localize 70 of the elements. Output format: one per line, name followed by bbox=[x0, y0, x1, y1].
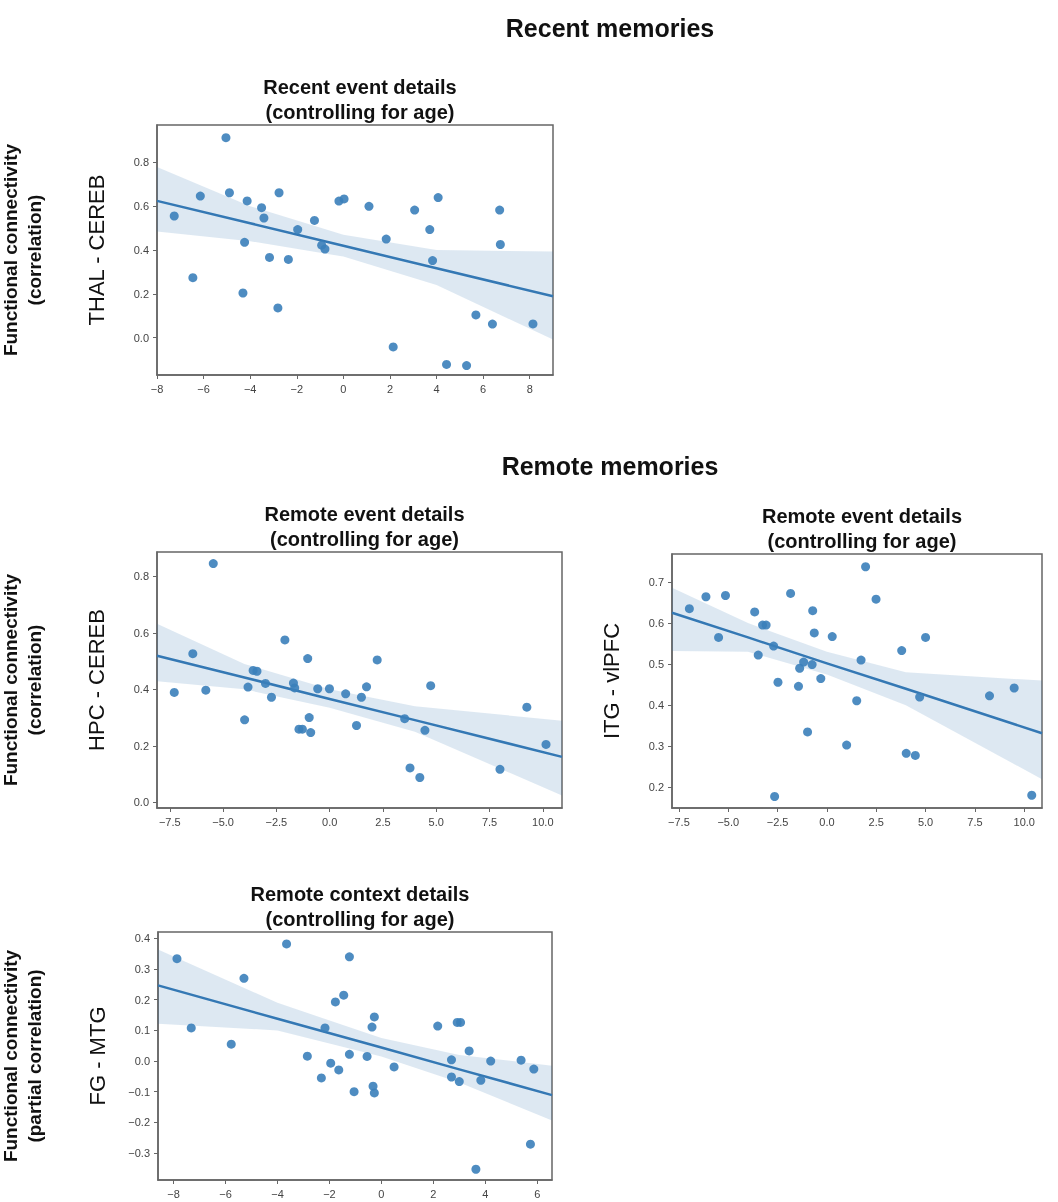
y-tick-label: 0.4 bbox=[133, 683, 149, 696]
y-tick-label: 0.4 bbox=[134, 932, 150, 945]
x-tick-label: 2 bbox=[430, 1187, 437, 1200]
text: Functional connectivity (partial correlation) bbox=[0, 949, 45, 1163]
text: Recent memories bbox=[505, 14, 715, 42]
x-tick-label: 0 bbox=[378, 1187, 385, 1200]
x-tick-label: −2 bbox=[323, 1187, 336, 1200]
x-tick-label: −6 bbox=[197, 382, 210, 395]
x-tick-label: −2.5 bbox=[265, 815, 288, 828]
y-tick-label: 0.6 bbox=[648, 617, 664, 630]
x-tick-label: −2 bbox=[290, 382, 304, 395]
x-tick-label: 0.0 bbox=[322, 815, 338, 828]
y-tick-label: 0.2 bbox=[134, 993, 150, 1006]
y-axis-title: FG - MTG bbox=[84, 1006, 110, 1106]
x-tick-label: 6 bbox=[480, 382, 487, 395]
chart-title: Recent event details (controlling for age) bbox=[263, 75, 457, 123]
text: Functional connectivity (correlation) bbox=[0, 143, 45, 357]
chart-title: Remote event details (controlling for age) bbox=[264, 502, 465, 550]
x-tick-label: −8 bbox=[167, 1187, 180, 1200]
y-tick-label: 0.0 bbox=[133, 796, 149, 809]
y-tick-label: 0.1 bbox=[134, 1024, 150, 1037]
x-tick-label: −4 bbox=[271, 1187, 284, 1200]
x-tick-label: 4 bbox=[482, 1187, 489, 1200]
y-tick-label: 0.3 bbox=[134, 963, 150, 976]
x-tick-label: −7.5 bbox=[158, 815, 181, 828]
y-tick-label: 0.2 bbox=[133, 287, 149, 300]
x-tick-label: 7.5 bbox=[967, 815, 983, 828]
x-tick-label: 4 bbox=[433, 382, 440, 395]
x-tick-label: −5.0 bbox=[717, 815, 740, 828]
y-tick-label: 0.7 bbox=[648, 575, 664, 588]
y-tick-label: 0.4 bbox=[133, 244, 149, 256]
x-tick-label: 6 bbox=[534, 1187, 541, 1200]
x-tick-label: 7.5 bbox=[481, 815, 498, 828]
y-tick-label: 0.0 bbox=[133, 331, 149, 344]
x-tick-label: 0 bbox=[340, 382, 347, 395]
y-tick-label: 0.8 bbox=[133, 570, 149, 583]
x-tick-label: 10.0 bbox=[532, 815, 554, 828]
y-tick-label: 0.3 bbox=[648, 740, 664, 753]
y-tick-label: −0.2 bbox=[128, 1116, 150, 1129]
y-tick-label: 0.8 bbox=[133, 156, 149, 169]
text: Functional connectivity (correlation) bbox=[0, 573, 45, 787]
x-tick-label: −4 bbox=[243, 382, 257, 395]
y-tick-label: 0.6 bbox=[133, 200, 149, 213]
x-tick-label: −2.5 bbox=[766, 815, 789, 828]
y-axis-title: ITG - vlPFC bbox=[598, 622, 624, 740]
y-tick-label: 0.2 bbox=[133, 739, 149, 752]
y-tick-label: −0.1 bbox=[128, 1085, 150, 1098]
y-axis-title: THAL - CEREB bbox=[83, 174, 109, 326]
y-tick-label: 0.2 bbox=[648, 781, 664, 794]
chart-title: Remote event details (controlling for age) bbox=[761, 504, 963, 552]
x-tick-label: 5.0 bbox=[428, 815, 444, 828]
y-tick-label: 0.4 bbox=[648, 699, 664, 712]
x-tick-label: 2.5 bbox=[375, 815, 391, 828]
x-tick-label: −7.5 bbox=[668, 815, 690, 828]
y-tick-label: 0.0 bbox=[134, 1055, 150, 1068]
y-tick-label: 0.6 bbox=[133, 626, 149, 639]
x-tick-label: 8 bbox=[526, 382, 533, 395]
x-tick-label: 5.0 bbox=[917, 815, 934, 828]
x-tick-label: 2 bbox=[386, 382, 393, 395]
y-axis-title: HPC - CEREB bbox=[83, 609, 109, 751]
x-tick-label: −5.0 bbox=[212, 815, 234, 828]
x-tick-label: 2.5 bbox=[868, 815, 884, 828]
x-tick-label: 10.0 bbox=[1013, 815, 1035, 828]
y-tick-label: −0.3 bbox=[128, 1147, 150, 1160]
x-tick-label: −8 bbox=[150, 382, 164, 395]
y-tick-label: 0.5 bbox=[648, 658, 664, 671]
x-tick-label: 0.0 bbox=[819, 815, 835, 828]
x-tick-label: −6 bbox=[219, 1187, 232, 1200]
chart-title: Remote context details (controlling for age) bbox=[250, 882, 470, 930]
text: Remote memories bbox=[501, 452, 719, 480]
